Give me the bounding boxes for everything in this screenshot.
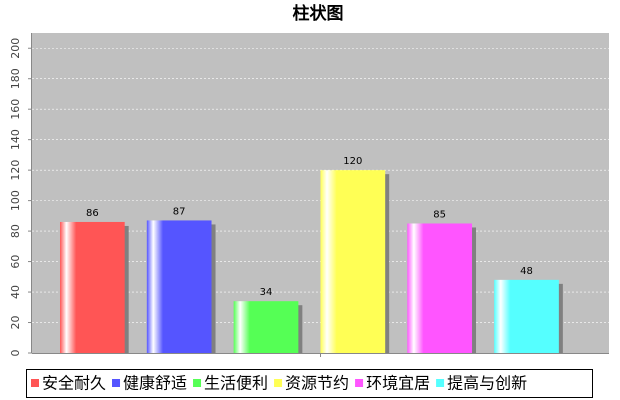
y-tick-label: 160 — [9, 99, 22, 120]
legend-label: 提高与创新 — [447, 374, 527, 393]
y-tick-label: 180 — [9, 68, 22, 89]
legend-swatch — [193, 379, 202, 387]
value-label: 120 — [343, 156, 362, 167]
value-label: 85 — [433, 209, 446, 220]
legend-swatch — [274, 379, 283, 387]
legend-swatch — [355, 379, 364, 387]
y-tick-label: 100 — [9, 190, 22, 211]
y-tick-label: 140 — [9, 129, 22, 150]
legend-label: 安全耐久 — [42, 374, 106, 393]
bar — [407, 223, 473, 353]
legend-label: 资源节约 — [285, 374, 349, 393]
bar — [146, 220, 212, 353]
bar — [320, 170, 386, 353]
y-tick-label: 80 — [9, 224, 22, 238]
legend-swatch — [31, 379, 39, 387]
legend-label: 健康舒适 — [123, 374, 187, 393]
y-tick-label: 120 — [9, 160, 22, 181]
value-label: 86 — [86, 208, 99, 219]
y-tick-label: 200 — [9, 38, 22, 59]
value-label: 34 — [260, 287, 273, 298]
chart-title: 柱状图 — [293, 3, 344, 24]
y-tick-label: 40 — [9, 285, 22, 299]
legend-box — [26, 369, 593, 398]
legend-swatch — [436, 379, 445, 387]
bar — [494, 279, 559, 353]
y-tick-label: 20 — [9, 316, 22, 330]
bar — [233, 301, 299, 353]
bar — [60, 221, 125, 353]
legend-swatch — [112, 379, 121, 387]
y-tick-label: 60 — [9, 255, 22, 269]
value-label: 48 — [520, 266, 533, 277]
legend-label: 环境宜居 — [366, 374, 430, 393]
legend-label: 生活便利 — [204, 374, 268, 393]
value-label: 87 — [173, 206, 186, 217]
y-tick-label: 0 — [9, 350, 22, 357]
